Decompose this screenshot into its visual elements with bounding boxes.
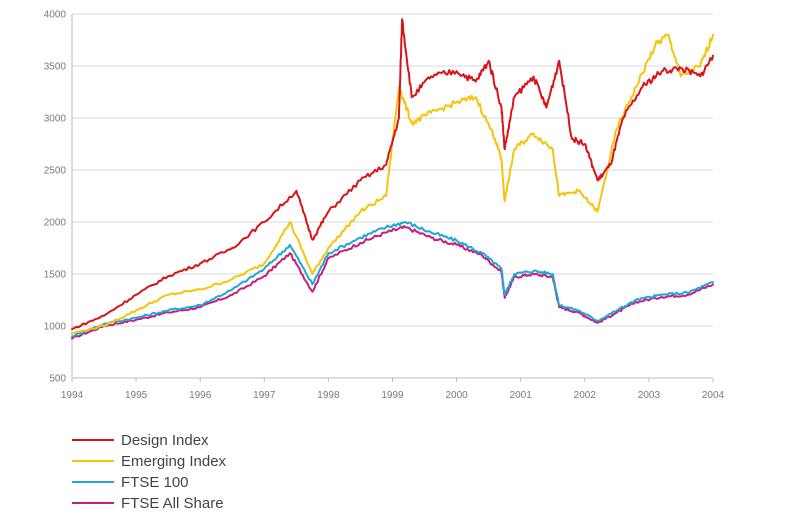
x-tick-label: 1998 xyxy=(317,390,340,401)
grid-layer xyxy=(71,13,713,379)
series-line-ftse-all-share xyxy=(71,225,714,340)
x-tick-label: 2004 xyxy=(702,390,725,401)
x-tick-label: 2001 xyxy=(510,390,533,401)
legend-label-ftse-100: FTSE 100 xyxy=(121,474,189,491)
y-tick-label: 3000 xyxy=(44,114,67,125)
y-tick-label: 4000 xyxy=(44,10,67,21)
legend: Design Index Emerging Index FTSE 100 FTSE A… xyxy=(72,432,227,512)
y-tick-label: 1000 xyxy=(44,322,67,333)
x-tick-label: 2002 xyxy=(574,390,597,401)
y-axis: 500 1000 1500 2000 2500 3000 3500 4000 xyxy=(44,10,67,385)
series-line-ftse-100 xyxy=(71,221,714,338)
y-tick-label: 2000 xyxy=(44,218,67,229)
y-tick-label: 3500 xyxy=(44,62,67,73)
x-tick-label: 2000 xyxy=(445,390,468,401)
legend-label-design-index: Design Index xyxy=(121,432,209,449)
x-axis: 1994 1995 1996 1997 1998 1999 2000 2001 2002 2003… xyxy=(61,378,725,401)
series-layer xyxy=(71,18,714,340)
x-tick-label: 1996 xyxy=(189,390,212,401)
legend-label-ftse-all-share: FTSE All Share xyxy=(121,495,224,512)
y-tick-label: 1500 xyxy=(44,270,67,281)
x-tick-label: 2003 xyxy=(638,390,661,401)
x-tick-label: 1994 xyxy=(61,390,84,401)
x-tick-label: 1999 xyxy=(381,390,404,401)
y-tick-label: 500 xyxy=(49,374,66,385)
legend-label-emerging-index: Emerging Index xyxy=(121,453,227,470)
x-tick-label: 1995 xyxy=(125,390,148,401)
series-line-emerging-index xyxy=(71,33,714,335)
series-line-design-index xyxy=(71,18,714,331)
y-tick-label: 2500 xyxy=(44,166,67,177)
x-tick-label: 1997 xyxy=(253,390,276,401)
